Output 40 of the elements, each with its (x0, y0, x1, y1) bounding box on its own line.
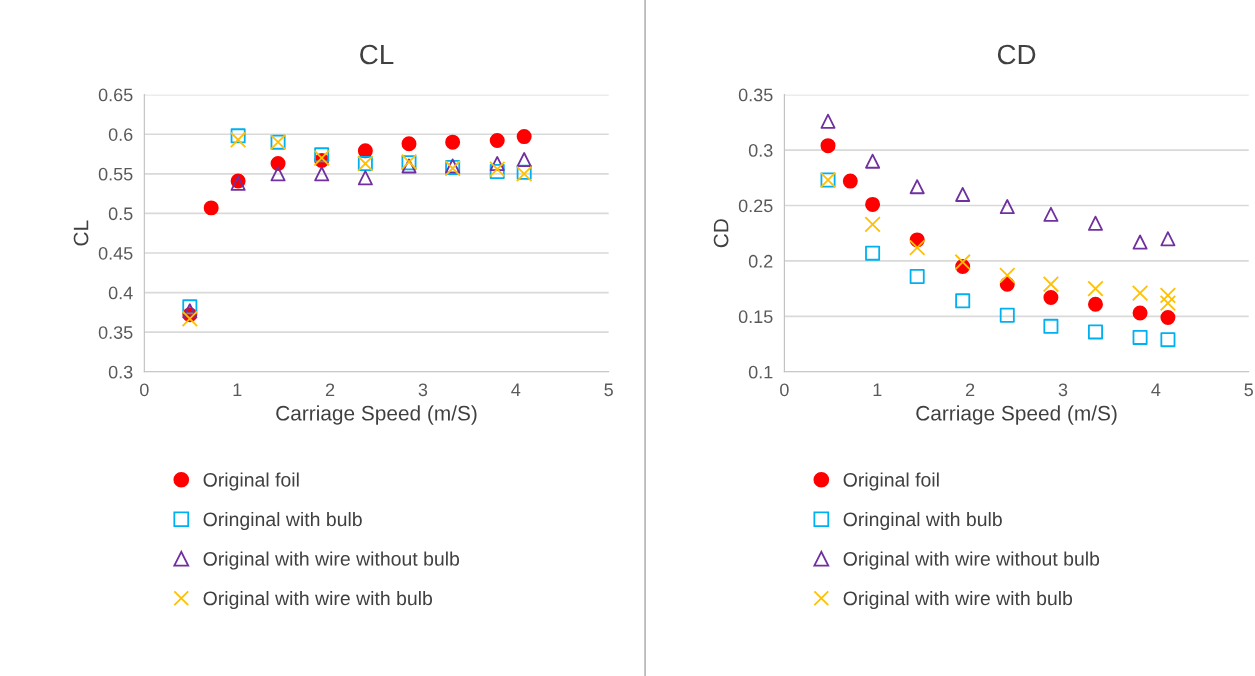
x-axis-title: Carriage Speed (m/S) (276, 405, 477, 425)
x-tick-label: 3 (1058, 383, 1068, 397)
legend-label: Original with wire without bulb (203, 551, 460, 570)
chart-title: CL (360, 44, 394, 65)
x-tick-label: 0 (780, 383, 789, 397)
x-tick-label: 4 (1151, 383, 1161, 396)
y-tick-label: 0.45 (98, 246, 133, 260)
legend-label: Original with wire with bulb (843, 590, 1073, 610)
legend-label: Original with wire without bulb (843, 551, 1100, 570)
x-axis-title: Carriage Speed (m/S) (916, 405, 1117, 425)
y-tick-label: 0.35 (738, 88, 773, 102)
legend-label: Original foil (203, 472, 299, 491)
y-tick-label: 0.3 (108, 365, 133, 379)
y-tick-label: 0.35 (98, 326, 133, 339)
x-tick-label: 2 (966, 383, 975, 396)
y-tick-label: 0.15 (738, 310, 773, 324)
y-axis-title: CL (73, 220, 89, 246)
y-tick-label: 0.4 (108, 286, 133, 300)
y-tick-label: 0.55 (98, 167, 133, 181)
x-tick-label: 5 (1244, 383, 1253, 397)
x-tick-label: 4 (511, 383, 521, 396)
y-tick-label: 0.65 (98, 88, 133, 102)
chart-title: CD (997, 44, 1036, 65)
legend-label: Original foil (843, 472, 939, 491)
y-tick-label: 0.2 (748, 254, 773, 268)
legend-label: Original with wire with bulb (203, 590, 433, 610)
y-tick-label: 0.6 (108, 128, 133, 141)
y-tick-label: 0.25 (738, 199, 773, 213)
x-tick-label: 1 (873, 383, 882, 396)
y-tick-label: 0.1 (748, 365, 773, 379)
x-tick-label: 1 (233, 383, 242, 396)
y-axis-title: CD (713, 219, 729, 248)
legend-label: Oringinal with bulb (843, 511, 1002, 531)
x-tick-label: 2 (325, 383, 335, 396)
legend-label: Oringinal with bulb (203, 511, 362, 531)
x-tick-label: 0 (140, 383, 149, 397)
y-tick-label: 0.5 (108, 207, 133, 221)
x-tick-label: 5 (604, 383, 613, 397)
x-tick-label: 3 (418, 383, 428, 397)
y-tick-label: 0.3 (748, 144, 773, 157)
